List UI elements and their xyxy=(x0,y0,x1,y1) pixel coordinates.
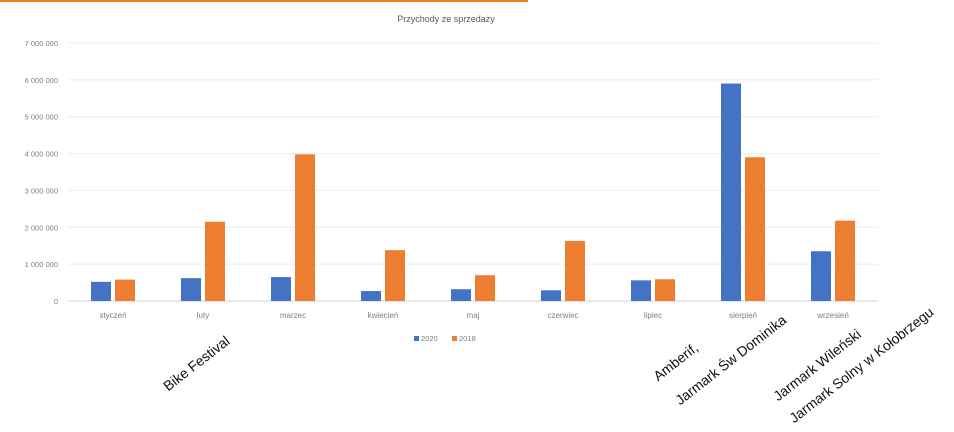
y-tick-label: 0 xyxy=(54,297,58,306)
chart-title: Przychody ze sprzedaży xyxy=(397,14,495,24)
legend-swatch xyxy=(414,336,419,341)
legend-label: 2018 xyxy=(459,334,476,343)
bar-2018-5 xyxy=(565,240,585,301)
x-tick-label: kwiecień xyxy=(368,311,399,320)
x-tick-label: styczeń xyxy=(99,311,126,320)
bar-2020-7 xyxy=(721,83,741,302)
x-tick-label: lipiec xyxy=(644,311,662,320)
bar-2018-8 xyxy=(835,220,855,301)
bar-2020-6 xyxy=(631,280,651,301)
legend: 2020 2018 xyxy=(414,334,476,343)
y-tick-label: 2 000 000 xyxy=(25,223,58,232)
legend-swatch xyxy=(452,336,457,341)
bar-2020-2 xyxy=(271,277,291,301)
x-tick-label: luty xyxy=(197,311,209,320)
bars xyxy=(91,83,855,302)
gridlines xyxy=(68,42,878,302)
bar-2020-8 xyxy=(811,251,831,301)
y-tick-label: 7 000 000 xyxy=(25,39,58,48)
top-accent-line xyxy=(0,0,528,2)
x-tick-label: wrzesień xyxy=(816,311,849,320)
bar-2018-7 xyxy=(745,157,765,301)
x-tick-label: czerwiec xyxy=(547,311,578,320)
x-tick-label: marzec xyxy=(280,311,306,320)
y-tick-label: 5 000 000 xyxy=(25,113,58,122)
bar-2020-5 xyxy=(541,290,561,301)
y-axis-tick-labels: 0 1 000 000 2 000 000 3 000 000 4 000 000 5 0… xyxy=(25,39,58,306)
bar-2020-3 xyxy=(361,291,381,301)
y-tick-label: 3 000 000 xyxy=(25,186,58,195)
bar-2020-4 xyxy=(451,289,471,301)
bar-2018-2 xyxy=(295,154,315,301)
bar-2018-6 xyxy=(655,279,675,301)
y-tick-label: 6 000 000 xyxy=(25,76,58,85)
legend-label: 2020 xyxy=(421,334,438,343)
y-tick-label: 4 000 000 xyxy=(25,150,58,159)
y-tick-label: 1 000 000 xyxy=(25,260,58,269)
bar-2020-1 xyxy=(181,278,201,301)
bar-2018-3 xyxy=(385,250,405,301)
x-tick-label: maj xyxy=(467,311,480,320)
bar-2018-1 xyxy=(205,221,225,301)
x-tick-label: sierpień xyxy=(729,311,757,320)
bar-2018-4 xyxy=(475,275,495,301)
bar-2020-0 xyxy=(91,281,111,301)
bar-2018-0 xyxy=(115,279,135,301)
x-axis-tick-labels: styczeń luty marzec kwiecień maj czerwiec lipi… xyxy=(99,311,848,320)
